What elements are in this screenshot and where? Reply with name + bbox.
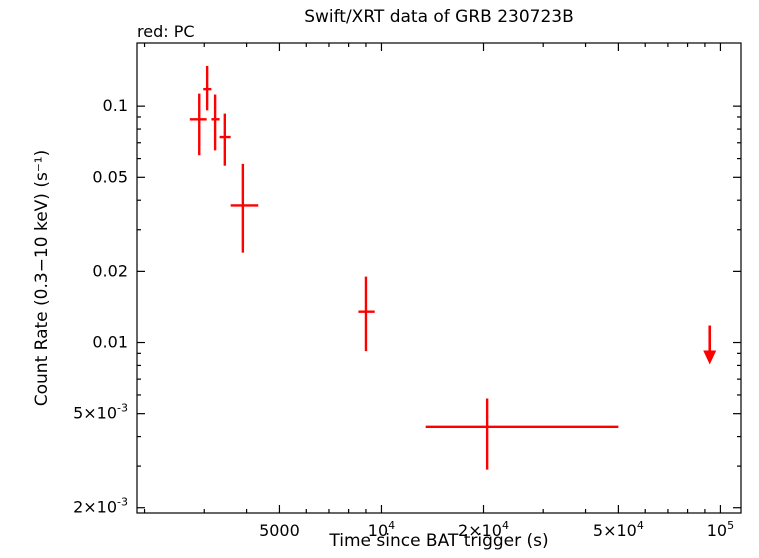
axis-ticks <box>137 43 741 513</box>
data-point <box>189 93 207 156</box>
chart-title: Swift/XRT data of GRB 230723B <box>304 7 574 27</box>
x-tick-label: 2×104 <box>458 519 509 540</box>
y-tick-label: 5×10-3 <box>73 402 128 423</box>
legend-pc-label: red: PC <box>137 22 195 41</box>
x-tick-label: 5000 <box>259 521 300 540</box>
upper-limit-arrow <box>703 325 717 365</box>
y-tick-label: 0.1 <box>103 96 128 115</box>
data-point <box>358 276 375 352</box>
axis-tick-labels: 5000 104 2×104 5×104 1050.10.050.020.015×10-… <box>73 96 734 540</box>
data-point <box>425 398 619 470</box>
data-point <box>203 65 212 111</box>
x-axis-label: Time since BAT trigger (s) <box>328 531 548 551</box>
data-point <box>219 113 231 166</box>
y-tick-label: 0.01 <box>92 333 128 352</box>
y-tick-label: 0.02 <box>92 261 128 280</box>
x-tick-label: 105 <box>707 519 734 540</box>
plot-area <box>136 42 742 514</box>
y-tick-label: 0.05 <box>92 167 128 186</box>
y-axis-label: Count Rate (0.3−10 keV) (s⁻¹) <box>32 150 52 407</box>
pc-data-series <box>189 65 717 470</box>
x-tick-label: 5×104 <box>593 519 644 540</box>
data-point <box>230 163 259 253</box>
y-tick-label: 2×10-3 <box>73 496 128 517</box>
data-point <box>211 94 220 151</box>
